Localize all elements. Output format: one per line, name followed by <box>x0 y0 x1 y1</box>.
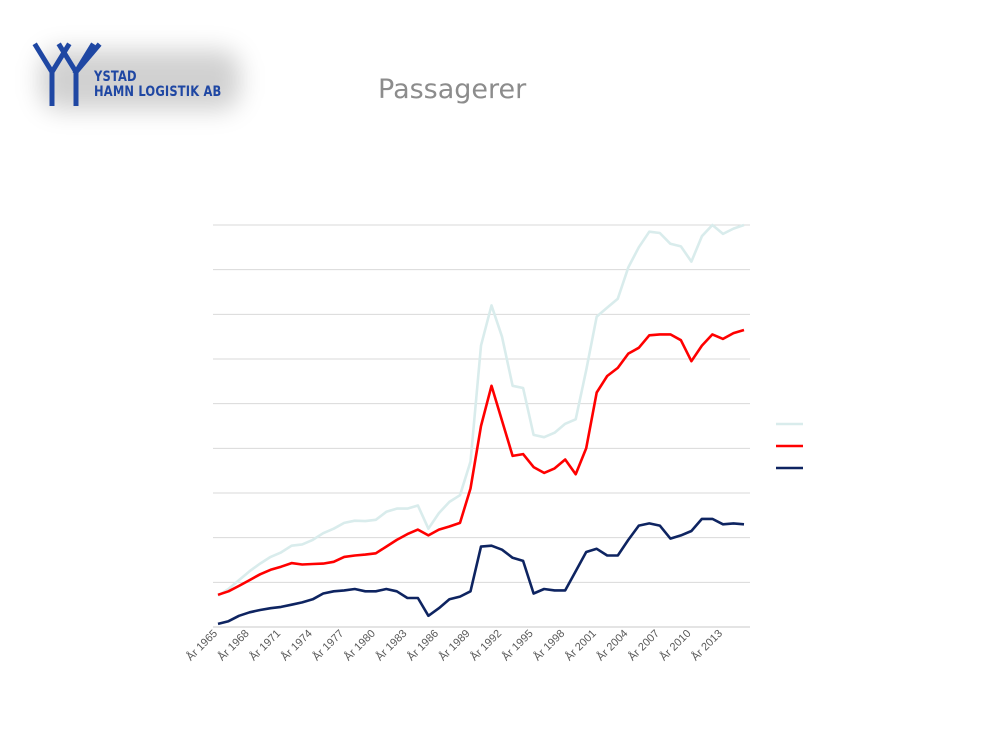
x-tick-label: År 1986 <box>405 627 441 663</box>
logo-text: YSTAD HAMN LOGISTIK AB <box>94 70 221 100</box>
x-tick-label: År 2001 <box>562 627 598 663</box>
series-line-2 <box>217 328 745 597</box>
chart-title: Passagerer <box>378 74 527 105</box>
logo-emblem-icon <box>32 42 102 106</box>
logo-shadow <box>40 50 240 110</box>
series-line-3 <box>217 517 745 626</box>
x-tick-label: År 1971 <box>247 627 283 663</box>
logo-line-1: YSTAD <box>94 69 137 85</box>
x-tick-label: År 1968 <box>215 627 251 663</box>
x-tick-label: År 1977 <box>310 627 346 663</box>
x-tick-label: År 2007 <box>626 627 662 663</box>
x-tick-label: År 1974 <box>278 627 314 663</box>
series-line-1 <box>217 223 745 597</box>
x-tick-label: År 1983 <box>373 627 409 663</box>
x-tick-label: År 1998 <box>531 627 567 663</box>
x-tick-label: År 1965 <box>184 627 220 663</box>
x-tick-label: År 1995 <box>499 627 535 663</box>
logo-line-2: HAMN LOGISTIK AB <box>94 84 222 100</box>
x-tick-label: År 1992 <box>468 627 504 663</box>
x-tick-label: År 1989 <box>436 627 472 663</box>
x-tick-label: År 2010 <box>657 627 693 663</box>
company-logo: YSTAD HAMN LOGISTIK AB <box>24 32 244 112</box>
x-tick-label: År 2004 <box>594 627 630 663</box>
x-tick-label: År 2013 <box>689 627 725 663</box>
x-tick-label: År 1980 <box>341 627 377 663</box>
